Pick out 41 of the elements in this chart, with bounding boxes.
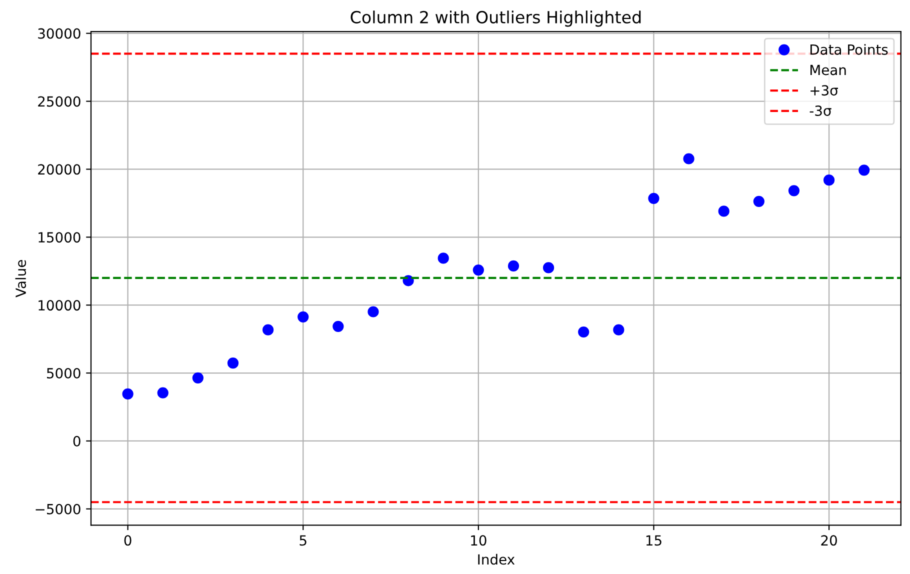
- point: [508, 260, 520, 272]
- point: [788, 185, 800, 196]
- point: [227, 358, 239, 369]
- point: [683, 153, 694, 164]
- y-tick-label: −5000: [36, 504, 80, 514]
- legend-label: -3σ: [810, 105, 832, 116]
- point: [368, 306, 379, 318]
- point: [298, 311, 309, 322]
- y-tick-label: 15000: [38, 232, 80, 243]
- point: [823, 174, 835, 186]
- legend-label: Mean: [810, 64, 846, 76]
- point: [122, 388, 134, 400]
- point: [192, 372, 204, 384]
- point: [262, 324, 274, 336]
- point: [858, 164, 870, 176]
- y-axis-title: Value: [15, 260, 26, 298]
- legend-label: Data Points: [810, 44, 888, 55]
- y-tick-label: 25000: [38, 96, 80, 107]
- point: [157, 387, 168, 398]
- x-axis-title: Index: [478, 554, 515, 565]
- point: [578, 326, 590, 338]
- y-tick-label: 0: [73, 436, 80, 446]
- x-tick-label: 5: [300, 535, 306, 546]
- x-tick-label: 20: [821, 535, 837, 546]
- y-tick-label: 30000: [38, 28, 80, 39]
- point: [542, 262, 554, 274]
- x-tick-label: 0: [124, 535, 132, 546]
- point: [332, 320, 344, 332]
- legend-label: +3σ: [810, 85, 838, 96]
- y-tick-label: 20000: [38, 164, 80, 175]
- y-tick-label: 5000: [47, 368, 80, 378]
- chart-title: Column 2 with Outliers Highlighted: [350, 10, 641, 27]
- x-tick-label: 10: [471, 535, 486, 546]
- y-tick-label: 10000: [38, 300, 80, 311]
- point: [613, 324, 624, 336]
- x-tick-label: 15: [646, 535, 662, 546]
- point: [472, 264, 484, 276]
- point: [753, 196, 764, 207]
- point: [438, 252, 449, 264]
- point: [718, 206, 730, 217]
- point: [648, 192, 660, 204]
